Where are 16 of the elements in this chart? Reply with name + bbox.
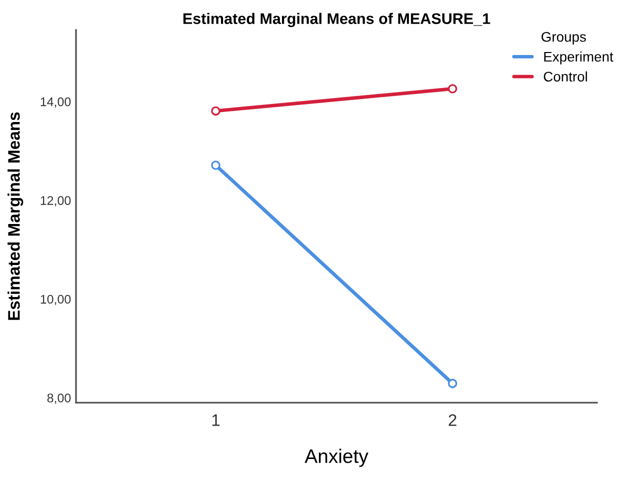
x-tick-label: 1 <box>212 414 220 426</box>
y-tick-label: 14,00 <box>40 97 71 108</box>
point <box>211 160 220 170</box>
point <box>448 84 458 94</box>
legend-label: Experiment <box>544 51 614 64</box>
legend-title: Groups <box>542 32 586 45</box>
y-tick-label: 8,00 <box>47 394 71 404</box>
y-tick-label: 10,00 <box>40 294 71 306</box>
chart-title: Estimated Marginal Means of MEASURE_1 <box>183 12 490 28</box>
legend-label: Control <box>544 71 587 82</box>
y-tick-label: 12,00 <box>40 196 71 206</box>
point <box>211 106 220 116</box>
point <box>448 378 458 388</box>
x-axis-title: Anxiety <box>304 448 368 467</box>
y-axis-title: Estimated Marginal Means <box>8 112 24 320</box>
x-tick-label: 2 <box>448 414 456 426</box>
